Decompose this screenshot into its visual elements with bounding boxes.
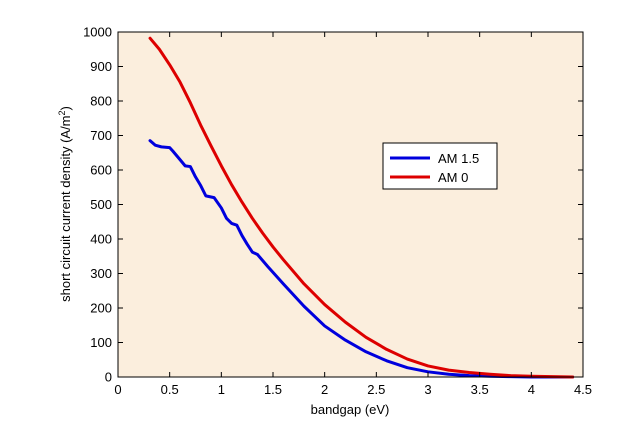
- y-tick-label: 900: [90, 59, 112, 74]
- y-tick-label: 300: [90, 266, 112, 281]
- y-axis-label: short circuit current density (A/m2): [57, 106, 73, 302]
- plot-background: [118, 32, 583, 377]
- series-line-am15: [148, 139, 575, 379]
- legend: AM 1.5 AM 0: [382, 142, 498, 190]
- y-axis-label-superscript: 2: [57, 110, 67, 115]
- x-tick-label: 3.5: [471, 382, 489, 397]
- y-tick-label: 100: [90, 335, 112, 350]
- x-tick-label: 1: [218, 382, 225, 397]
- y-tick-label: 200: [90, 301, 112, 316]
- y-tick-label: 800: [90, 94, 112, 109]
- y-tick-label: 600: [90, 163, 112, 178]
- x-tick-label: 1.5: [264, 382, 282, 397]
- x-axis-label: bandgap (eV): [311, 402, 390, 417]
- x-tick-label: 2: [321, 382, 328, 397]
- x-tick-label: 4.5: [574, 382, 592, 397]
- legend-label-am15: AM 1.5: [438, 151, 479, 166]
- legend-label-am0: AM 0: [438, 170, 468, 185]
- y-tick-label: 1000: [83, 25, 112, 40]
- y-tick-label: 500: [90, 197, 112, 212]
- x-tick-label: 0.5: [161, 382, 179, 397]
- y-tick-label: 400: [90, 232, 112, 247]
- ticks-layer: 0 0.5 1 1.5 2 2.5 3 3.5 4 4.5 0 100 200 300 400 500 600 7…: [83, 25, 592, 398]
- y-axis-label-tail: ): [58, 106, 73, 110]
- x-tick-label: 4: [528, 382, 535, 397]
- x-tick-label: 2.5: [367, 382, 385, 397]
- y-tick-label: 700: [90, 128, 112, 143]
- x-tick-label: 0: [114, 382, 121, 397]
- y-tick-label: 0: [105, 370, 112, 385]
- y-axis-label-main: short circuit current density (A/m: [58, 115, 73, 301]
- x-tick-label: 3: [424, 382, 431, 397]
- legend-box: [382, 142, 498, 190]
